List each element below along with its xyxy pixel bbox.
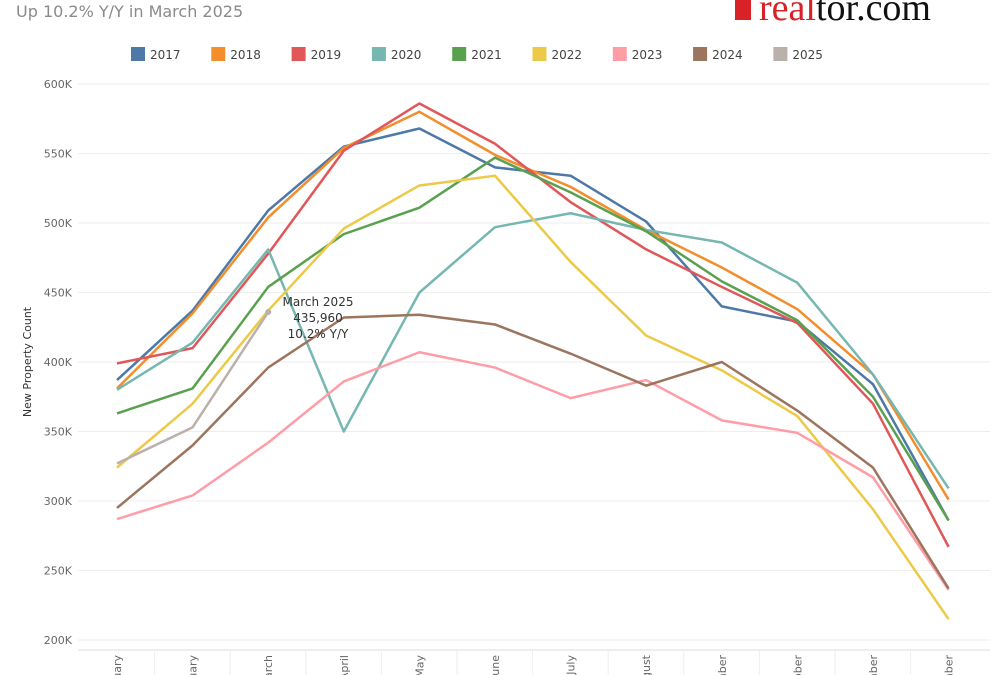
- x-tick-label: May: [413, 655, 426, 675]
- y-tick-label: 250K: [44, 565, 73, 578]
- legend-swatch: [693, 47, 708, 61]
- y-tick-label: 300K: [44, 495, 73, 508]
- legend-item-2022[interactable]: 2022: [532, 47, 583, 62]
- chart-subtitle: Up 10.2% Y/Y in March 2025: [16, 2, 244, 21]
- annotation-value: 435,960: [293, 311, 343, 325]
- legend-item-2021[interactable]: 2021: [452, 47, 502, 62]
- legend-swatch: [612, 47, 627, 61]
- x-tick-label: April: [338, 655, 351, 675]
- series-lines: [116, 102, 950, 620]
- y-tick-label: 500K: [44, 217, 73, 230]
- y-tick-label: 350K: [44, 426, 73, 439]
- legend-label: 2019: [311, 48, 342, 62]
- legend-label: 2024: [712, 48, 743, 62]
- y-tick-label: 600K: [44, 78, 73, 91]
- legend-label: 2020: [391, 48, 422, 62]
- series-line-2018[interactable]: [116, 110, 950, 501]
- x-tick-label: ober: [791, 655, 804, 675]
- legend-item-2020[interactable]: 2020: [371, 47, 422, 62]
- legend-item-2025[interactable]: 2025: [773, 47, 823, 62]
- series-line-2022[interactable]: [116, 174, 950, 620]
- legend-label: 2022: [552, 48, 583, 62]
- legend-item-2017[interactable]: 2017: [131, 47, 181, 62]
- x-tick-label: nber: [943, 655, 956, 675]
- legend-item-2023[interactable]: 2023: [612, 47, 663, 62]
- legend-swatch: [211, 47, 226, 61]
- legend: 2017 2018 2019 2020 2021 2022 2023 2024 2025: [131, 47, 823, 62]
- x-tick-label: nber: [716, 655, 729, 675]
- legend-swatch: [291, 47, 306, 61]
- legend-label: 2025: [792, 48, 823, 62]
- annotation-month: March 2025: [283, 295, 354, 309]
- y-axis-label: New Property Count: [21, 306, 34, 417]
- x-tick-label: June: [489, 655, 502, 675]
- highlight-point[interactable]: [265, 309, 272, 316]
- series-line-2024[interactable]: [116, 313, 950, 590]
- legend-swatch: [131, 47, 145, 61]
- y-tick-label: 450K: [44, 287, 73, 300]
- realtor-logo: realtor.com: [735, 0, 931, 30]
- legend-item-2024[interactable]: 2024: [693, 47, 743, 62]
- y-axis: 200K 250K 300K 350K 400K 450K 500K 550K 600K: [44, 78, 73, 647]
- legend-swatch: [452, 47, 467, 61]
- legend-swatch: [532, 47, 547, 61]
- legend-swatch: [773, 47, 788, 61]
- series-line-2019[interactable]: [116, 102, 950, 548]
- x-tick-label: arch: [262, 655, 275, 675]
- x-axis: uary uary arch April May June July gust nber ober…: [111, 650, 956, 675]
- legend-label: 2023: [632, 48, 663, 62]
- legend-label: 2017: [150, 48, 181, 62]
- legend-item-2018[interactable]: 2018: [211, 47, 261, 62]
- y-tick-label: 550K: [44, 148, 73, 161]
- legend-swatch: [371, 47, 386, 61]
- annotation: March 2025 435,960 10.2% Y/Y: [283, 295, 354, 341]
- x-tick-label: uary: [187, 655, 200, 675]
- legend-item-2019[interactable]: 2019: [291, 47, 342, 62]
- gridlines: [78, 83, 990, 651]
- x-tick-label: July: [565, 655, 578, 675]
- legend-label: 2021: [471, 48, 502, 62]
- x-tick-label: gust: [640, 654, 653, 675]
- legend-label: 2018: [230, 48, 261, 62]
- series-line-2023[interactable]: [116, 351, 950, 591]
- y-tick-label: 200K: [44, 634, 73, 647]
- x-tick-label: uary: [111, 655, 124, 675]
- x-tick-label: nber: [867, 655, 880, 675]
- annotation-yoy: 10.2% Y/Y: [288, 327, 349, 341]
- series-line-2021[interactable]: [116, 156, 950, 522]
- y-tick-label: 400K: [44, 356, 73, 369]
- series-line-2025[interactable]: [116, 311, 270, 465]
